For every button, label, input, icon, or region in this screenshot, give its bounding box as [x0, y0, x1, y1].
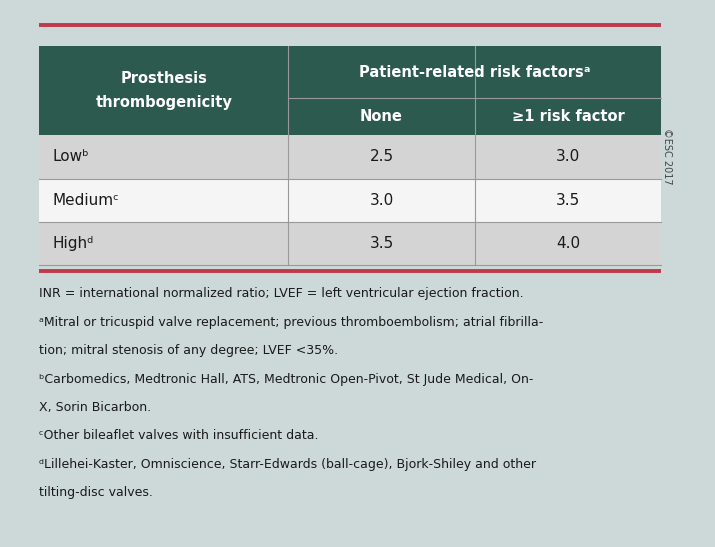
- Text: thrombogenicity: thrombogenicity: [95, 95, 232, 110]
- Text: 3.0: 3.0: [370, 193, 393, 208]
- Text: 3.5: 3.5: [556, 193, 580, 208]
- Bar: [39, 178, 288, 222]
- Bar: [39, 222, 288, 265]
- Text: ᵈLillehei-Kaster, Omniscience, Starr-Edwards (ball-cage), Bjork-Shiley and other: ᵈLillehei-Kaster, Omniscience, Starr-Edw…: [39, 458, 536, 471]
- Bar: [475, 135, 661, 178]
- Text: ᶜOther bileaflet valves with insufficient data.: ᶜOther bileaflet valves with insufficien…: [39, 429, 319, 443]
- Bar: [288, 98, 475, 135]
- Bar: [475, 178, 661, 222]
- Bar: [288, 135, 475, 178]
- Text: tilting-disc valves.: tilting-disc valves.: [39, 486, 153, 499]
- Text: 4.0: 4.0: [556, 236, 580, 251]
- Text: Lowᵇ: Lowᵇ: [52, 149, 89, 164]
- Text: X, Sorin Bicarbon.: X, Sorin Bicarbon.: [39, 401, 152, 414]
- Text: ≥1 risk factor: ≥1 risk factor: [512, 109, 624, 124]
- Text: Patient-related risk factorsᵃ: Patient-related risk factorsᵃ: [359, 65, 591, 80]
- Text: INR = international normalized ratio; LVEF = left ventricular ejection fraction.: INR = international normalized ratio; LV…: [39, 287, 524, 300]
- Text: 2.5: 2.5: [370, 149, 393, 164]
- Text: None: None: [360, 109, 403, 124]
- Bar: [288, 46, 661, 98]
- Text: tion; mitral stenosis of any degree; LVEF <35%.: tion; mitral stenosis of any degree; LVE…: [39, 344, 338, 357]
- Text: Highᵈ: Highᵈ: [52, 236, 94, 251]
- Bar: [39, 46, 288, 135]
- Text: ᵃMitral or tricuspid valve replacement; previous thromboembolism; atrial fibrill: ᵃMitral or tricuspid valve replacement; …: [39, 316, 543, 329]
- Bar: [288, 222, 475, 265]
- Bar: [288, 178, 475, 222]
- Text: Prosthesis: Prosthesis: [120, 71, 207, 86]
- Text: 3.0: 3.0: [556, 149, 580, 164]
- Bar: [475, 98, 661, 135]
- Text: 3.5: 3.5: [370, 236, 393, 251]
- Text: Mediumᶜ: Mediumᶜ: [52, 193, 119, 208]
- Text: ᵇCarbomedics, Medtronic Hall, ATS, Medtronic Open-Pivot, St Jude Medical, On-: ᵇCarbomedics, Medtronic Hall, ATS, Medtr…: [39, 373, 533, 386]
- Text: ©ESC 2017: ©ESC 2017: [662, 127, 672, 184]
- Bar: [475, 222, 661, 265]
- Bar: [39, 135, 288, 178]
